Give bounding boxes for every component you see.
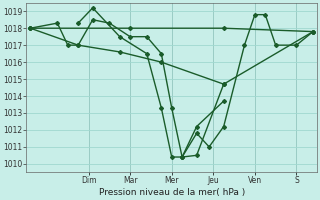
X-axis label: Pression niveau de la mer( hPa ): Pression niveau de la mer( hPa ) <box>99 188 245 197</box>
